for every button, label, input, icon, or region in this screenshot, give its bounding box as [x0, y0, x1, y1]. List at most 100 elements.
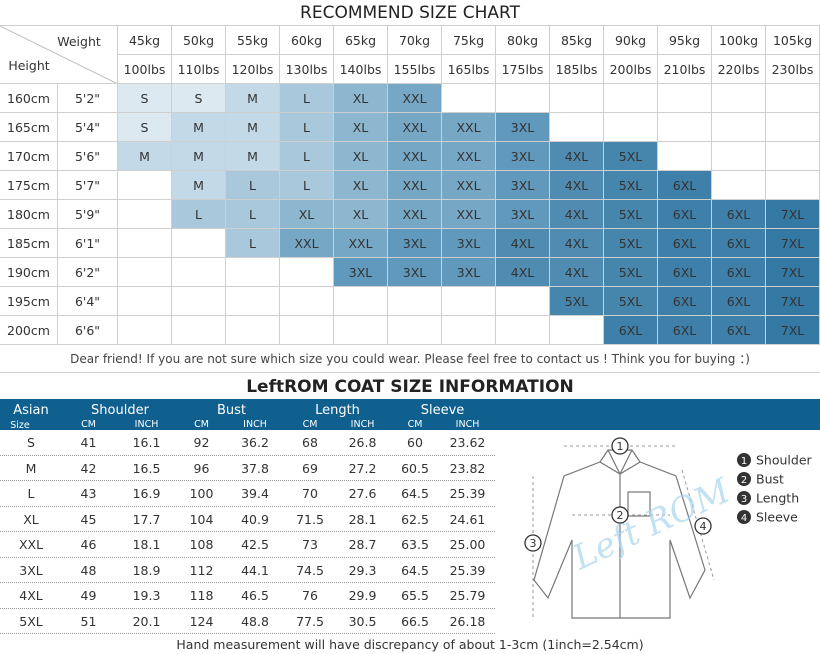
unit-header: CM [81, 418, 96, 430]
measure-header: Sleeve [420, 402, 465, 418]
measure-header: Length [315, 402, 360, 418]
size-subheader: Size [10, 420, 30, 430]
empty-cell [334, 316, 388, 345]
measure-value: 73 [302, 537, 318, 553]
size-cell: 6XL [658, 229, 712, 258]
size-cell: M [226, 142, 280, 171]
empty-cell [334, 287, 388, 316]
size-label: 3XL [19, 562, 43, 578]
measure-value: 124 [189, 613, 214, 629]
kg-header: 60kg [280, 26, 334, 55]
size-chart-title: RECOMMEND SIZE CHART [0, 0, 820, 26]
marker-number: 3 [530, 537, 537, 550]
height-cm: 165cm [0, 113, 58, 142]
measure-value: 66.5 [401, 613, 429, 629]
empty-cell [712, 113, 766, 142]
height-cm: 170cm [0, 142, 58, 171]
legend-circle [737, 453, 751, 467]
size-cell: XXL [334, 229, 388, 258]
empty-cell [766, 171, 820, 200]
size-cell: 6XL [658, 171, 712, 200]
marker-circle [524, 534, 542, 552]
measure-value: 96 [193, 460, 210, 476]
height-cm: 190cm [0, 258, 58, 287]
lbs-header: 220lbs [712, 55, 766, 84]
size-cell: 7XL [766, 200, 820, 229]
size-cell: 3XL [496, 171, 550, 200]
size-cell: 6XL [712, 229, 766, 258]
legend-label: Bust [756, 472, 784, 487]
empty-cell [712, 171, 766, 200]
kg-header: 95kg [658, 26, 712, 55]
measure-value: 23.62 [449, 435, 486, 451]
sleeve-line [681, 469, 715, 581]
size-cell: 3XL [496, 113, 550, 142]
empty-cell [766, 113, 820, 142]
measure-value: 71.5 [296, 511, 324, 527]
marker-circle [611, 506, 629, 524]
height-label: Height [8, 57, 50, 73]
measure-value: 25.79 [449, 588, 486, 604]
measure-value: 51 [80, 613, 97, 629]
legend-circle [737, 510, 751, 524]
size-cell: M [118, 142, 172, 171]
measure-value: 28.1 [348, 511, 377, 527]
empty-cell [550, 113, 604, 142]
measure-value: 43 [80, 486, 97, 502]
lbs-header: 175lbs [496, 55, 550, 84]
size-cell: L [280, 142, 334, 171]
row-line [0, 456, 495, 481]
size-cell: 5XL [604, 171, 658, 200]
measure-value: 26.18 [449, 613, 486, 629]
legend-number: 4 [741, 513, 747, 524]
measure-value: 30.5 [348, 613, 377, 629]
size-cell: 3XL [388, 229, 442, 258]
size-cell: 6XL [712, 200, 766, 229]
measure-value: 27.6 [348, 486, 377, 502]
size-cell: 7XL [766, 258, 820, 287]
lbs-header: 210lbs [658, 55, 712, 84]
size-cell: 4XL [550, 200, 604, 229]
measure-value: 19.3 [132, 588, 161, 604]
weight-label: Weight [57, 33, 101, 49]
legend-number: 2 [741, 475, 747, 486]
legend-circle [737, 491, 751, 505]
measure-value: 29.9 [348, 588, 377, 604]
size-cell: 6XL [712, 258, 766, 287]
empty-cell [280, 287, 334, 316]
unit-header: INCH [243, 418, 267, 430]
lbs-header: 120lbs [226, 55, 280, 84]
measure-value: 16.9 [132, 486, 161, 502]
size-cell: 3XL [442, 258, 496, 287]
size-cell: XXL [388, 142, 442, 171]
measure-value: 20.1 [132, 613, 161, 629]
empty-cell [226, 258, 280, 287]
measure-value: 18.1 [132, 537, 161, 553]
height-cm: 180cm [0, 200, 58, 229]
measure-value: 24.61 [449, 511, 486, 527]
kg-header: 85kg [550, 26, 604, 55]
size-cell: 7XL [766, 287, 820, 316]
size-label: M [25, 460, 37, 476]
size-cell: 5XL [604, 287, 658, 316]
coat-title: LeftROM COAT SIZE INFORMATION [246, 377, 574, 397]
empty-cell [280, 258, 334, 287]
empty-cell [172, 258, 226, 287]
size-label: L [27, 486, 35, 502]
empty-cell [658, 84, 712, 113]
empty-cell [118, 287, 172, 316]
height-cm: 160cm [0, 84, 58, 113]
size-cell: L [280, 84, 334, 113]
size-cell: 5XL [604, 200, 658, 229]
measure-value: 18.9 [132, 562, 161, 578]
unit-header: INCH [134, 418, 159, 430]
size-cell: XL [334, 142, 388, 171]
measure-value: 46.5 [241, 588, 269, 604]
size-cell: 6XL [658, 200, 712, 229]
size-cell: 5XL [604, 229, 658, 258]
row-line [0, 609, 495, 634]
measure-value: 60.5 [401, 460, 429, 476]
empty-cell [118, 171, 172, 200]
kg-header: 90kg [604, 26, 658, 55]
